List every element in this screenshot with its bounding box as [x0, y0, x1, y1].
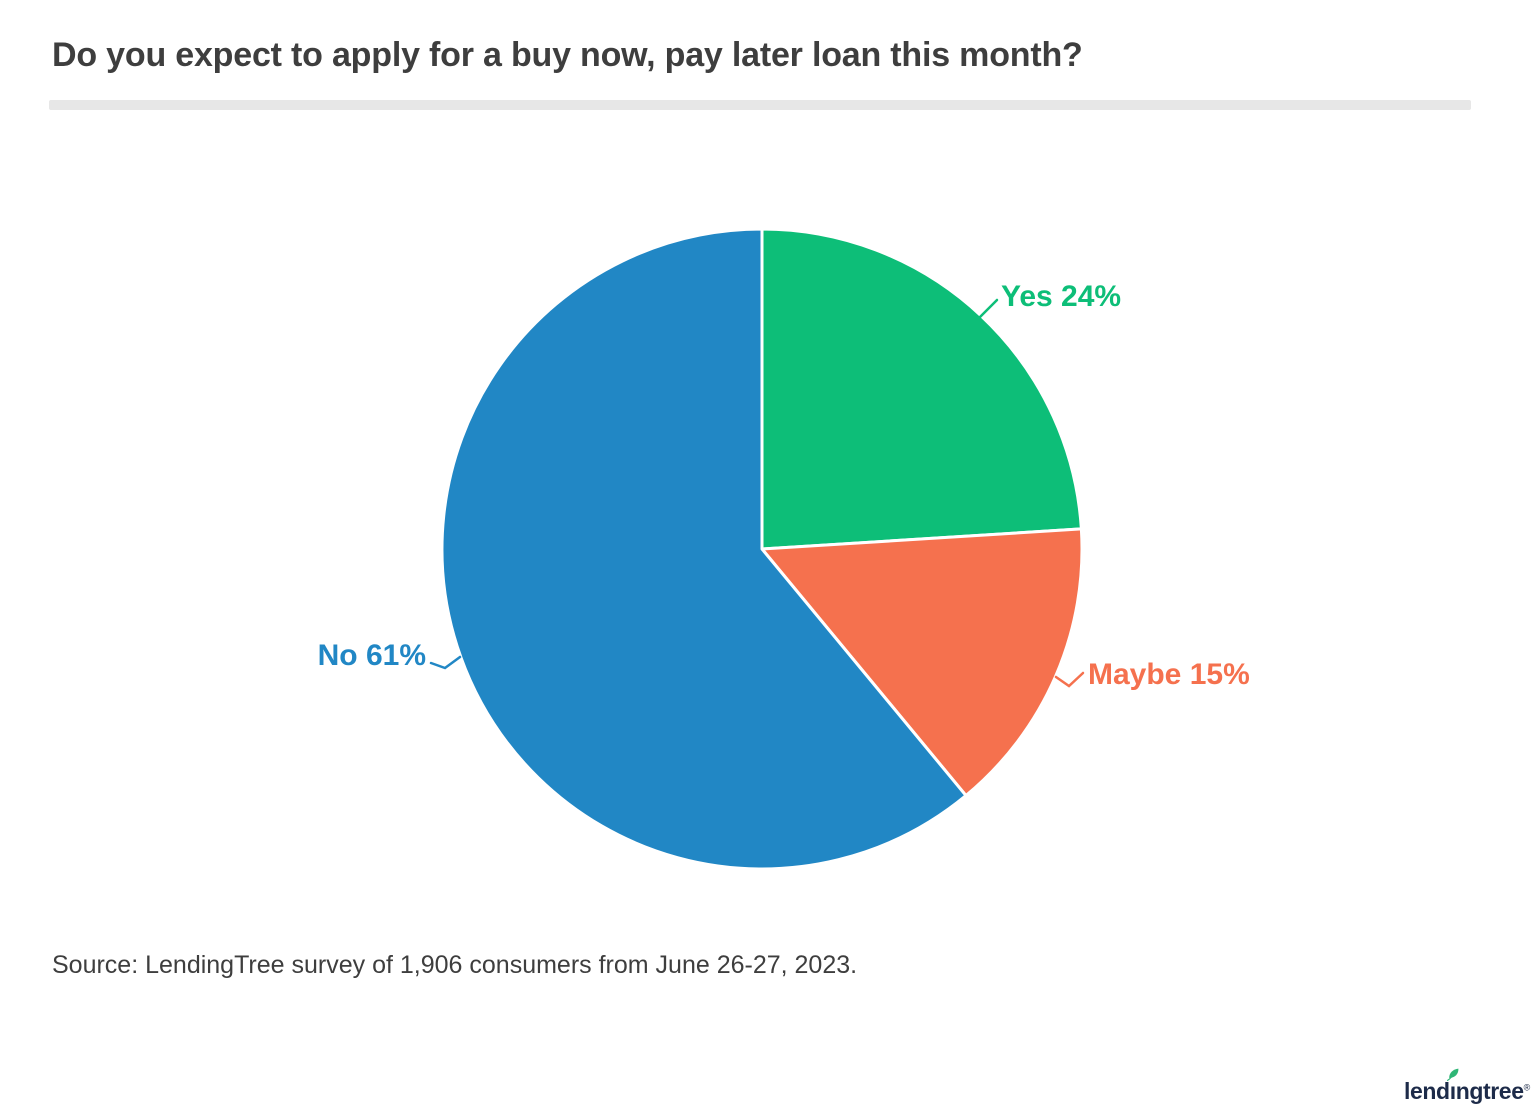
source-note: Source: LendingTree survey of 1,906 cons…	[52, 951, 858, 979]
logo-text-post: ngtree	[1455, 1078, 1524, 1104]
page-title: Do you expect to apply for a buy now, pa…	[52, 36, 1083, 74]
slice-label-yes: Yes 24%	[1001, 280, 1121, 313]
leader-line-no	[429, 655, 462, 670]
title-divider	[49, 100, 1471, 110]
registered-mark: ®	[1523, 1082, 1531, 1093]
slice-label-maybe: Maybe 15%	[1088, 658, 1250, 691]
leader-line-yes	[978, 298, 999, 319]
logo-text-pre: lend	[1404, 1078, 1450, 1104]
leaf-icon	[1446, 1068, 1459, 1081]
slice-label-no: No 61%	[318, 639, 426, 672]
logo-letter-i: ı	[1446, 1068, 1459, 1105]
pie-slice-yes	[760, 227, 1083, 551]
lendingtree-logo: lend ıngtree®	[1404, 1068, 1531, 1105]
leader-line-maybe	[1054, 671, 1085, 688]
